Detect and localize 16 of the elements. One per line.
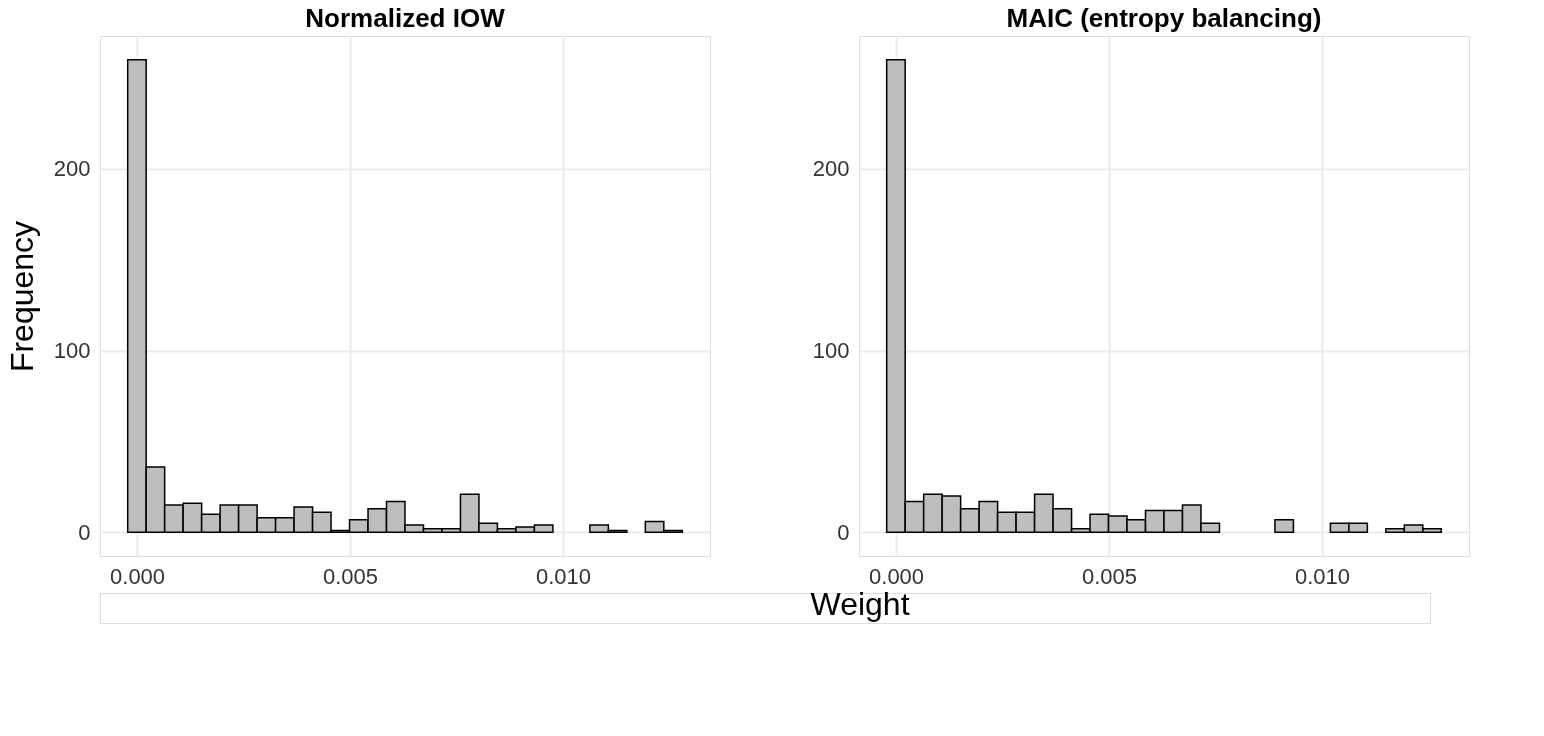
x-tick-label: 0.005 (323, 563, 379, 589)
y-tick-label: 100 (53, 338, 91, 364)
x-tick-label: 0.000 (869, 563, 925, 589)
y-tick-label: 200 (53, 156, 91, 182)
y-axis-title: Frequency (3, 220, 40, 373)
y-tick-label: 200 (812, 156, 850, 182)
chart-title: Normalized IOW (305, 3, 506, 33)
y-tick-label: 100 (812, 338, 850, 364)
x-tick-label: 0.010 (536, 563, 592, 589)
x-axis-title: Weight (810, 586, 910, 622)
y-tick-label: 0 (78, 519, 91, 545)
y-tick-label: 0 (837, 519, 850, 545)
chart-title: MAIC (entropy balancing) (1006, 3, 1322, 33)
x-tick-label: 0.005 (1082, 563, 1138, 589)
x-tick-label: 0.000 (110, 563, 166, 589)
x-tick-label: 0.010 (1295, 563, 1351, 589)
